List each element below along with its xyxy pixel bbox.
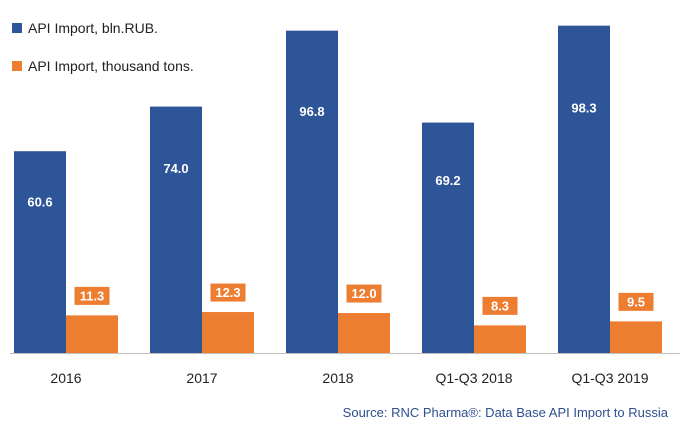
legend-swatch-tons: [12, 61, 22, 71]
bar-rub-2016: [14, 151, 66, 353]
bar-rub-q1-q3-2019: [558, 25, 610, 353]
legend-item-rub: API Import, bln.RUB.: [12, 18, 194, 38]
value-label-rub-2017: 74.0: [163, 161, 188, 176]
bar-tons-2016: [66, 315, 118, 353]
value-label-tons-q1-q3-2019: 9.5: [627, 294, 645, 309]
value-label-box-tons-q1-q3-2018: [481, 295, 519, 316]
value-label-rub-2016: 60.6: [27, 195, 52, 210]
bar-tons-q1-q3-2019: [610, 321, 662, 353]
bar-tons-q1-q3-2018: [474, 325, 526, 353]
tick-label-q1-q3-2018: Q1-Q3 2018: [435, 370, 512, 386]
value-label-box-tons-2017: [209, 282, 247, 303]
legend-item-tons: API Import, thousand tons.: [12, 56, 194, 76]
tick-label-2017: 2017: [186, 370, 217, 386]
bar-tons-2018: [338, 313, 390, 353]
value-label-box-tons-q1-q3-2019: [617, 291, 655, 312]
source-note: Source: RNC Pharma®: Data Base API Impor…: [342, 405, 668, 420]
value-label-rub-q1-q3-2018: 69.2: [435, 173, 460, 188]
tick-label-q1-q3-2019: Q1-Q3 2019: [571, 370, 648, 386]
bar-tons-2017: [202, 312, 254, 353]
value-label-tons-2017: 12.3: [215, 285, 240, 300]
value-label-rub-q1-q3-2019: 98.3: [571, 100, 596, 115]
value-label-tons-2016: 11.3: [80, 288, 105, 303]
bar-rub-2017: [150, 106, 202, 353]
value-label-rub-2018: 96.8: [299, 104, 324, 119]
legend-label-tons: API Import, thousand tons.: [28, 58, 194, 74]
legend: API Import, bln.RUB. API Import, thousan…: [12, 18, 194, 94]
tick-label-2018: 2018: [322, 370, 353, 386]
value-label-tons-2018: 12.0: [351, 286, 376, 301]
legend-label-rub: API Import, bln.RUB.: [28, 20, 158, 36]
value-label-box-tons-2016: [73, 285, 111, 306]
value-label-tons-q1-q3-2018: 8.3: [491, 298, 509, 313]
bar-rub-q1-q3-2018: [422, 122, 474, 354]
value-label-box-tons-2018: [345, 283, 383, 304]
tick-label-2016: 2016: [50, 370, 81, 386]
legend-swatch-rub: [12, 23, 22, 33]
bar-rub-2018: [286, 30, 338, 353]
